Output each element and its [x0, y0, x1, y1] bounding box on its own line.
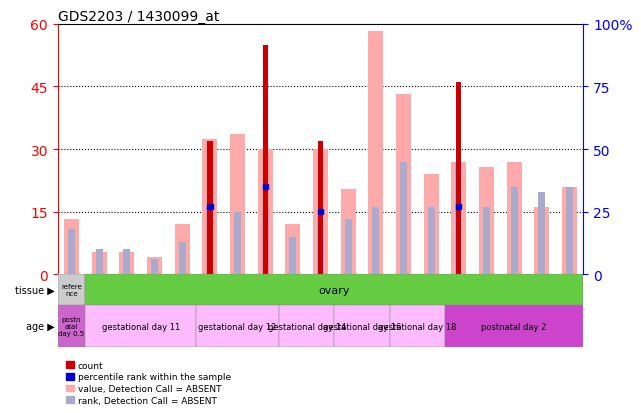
- Bar: [390, 306, 445, 347]
- Bar: [445, 306, 583, 347]
- Bar: [207, 141, 213, 275]
- Bar: [258, 150, 273, 275]
- Bar: [263, 45, 268, 275]
- Bar: [400, 162, 407, 275]
- Bar: [456, 205, 462, 210]
- Bar: [58, 275, 85, 306]
- Bar: [456, 83, 462, 275]
- Bar: [345, 220, 351, 275]
- Bar: [263, 185, 268, 190]
- Bar: [318, 141, 323, 275]
- Bar: [196, 306, 279, 347]
- Bar: [511, 187, 517, 275]
- Bar: [124, 249, 130, 275]
- Bar: [58, 306, 85, 347]
- Bar: [174, 225, 190, 275]
- Text: gestational day 14: gestational day 14: [267, 322, 345, 331]
- Bar: [317, 220, 324, 275]
- Bar: [147, 257, 162, 275]
- Bar: [313, 150, 328, 275]
- Text: gestational day 16: gestational day 16: [323, 322, 401, 331]
- Bar: [64, 220, 79, 275]
- Text: GDS2203 / 1430099_at: GDS2203 / 1430099_at: [58, 10, 219, 24]
- Bar: [372, 207, 379, 275]
- Bar: [483, 207, 490, 275]
- Bar: [92, 252, 107, 275]
- Bar: [151, 260, 158, 275]
- Bar: [340, 190, 356, 275]
- Bar: [279, 306, 335, 347]
- Bar: [96, 249, 103, 275]
- Text: refere
nce: refere nce: [61, 284, 82, 297]
- Bar: [179, 242, 186, 275]
- Bar: [455, 162, 462, 275]
- Text: age ▶: age ▶: [26, 321, 54, 331]
- Bar: [206, 207, 213, 275]
- Bar: [85, 306, 196, 347]
- Bar: [234, 212, 241, 275]
- Bar: [506, 162, 522, 275]
- Bar: [230, 135, 245, 275]
- Bar: [290, 237, 296, 275]
- Bar: [262, 212, 269, 275]
- Bar: [285, 225, 301, 275]
- Bar: [566, 187, 573, 275]
- Text: tissue ▶: tissue ▶: [15, 285, 54, 295]
- Bar: [396, 95, 411, 275]
- Text: postn
atal
day 0.5: postn atal day 0.5: [58, 316, 85, 336]
- Bar: [68, 230, 75, 275]
- Bar: [424, 175, 439, 275]
- Bar: [479, 167, 494, 275]
- Bar: [451, 162, 467, 275]
- Bar: [207, 205, 213, 210]
- Legend: count, percentile rank within the sample, value, Detection Call = ABSENT, rank, : count, percentile rank within the sample…: [62, 357, 235, 408]
- Text: gestational day 11: gestational day 11: [101, 322, 180, 331]
- Bar: [335, 306, 390, 347]
- Bar: [534, 207, 549, 275]
- Text: gestational day 12: gestational day 12: [198, 322, 277, 331]
- Text: postnatal day 2: postnatal day 2: [481, 322, 547, 331]
- Bar: [318, 210, 323, 215]
- Bar: [368, 32, 383, 275]
- Bar: [428, 207, 435, 275]
- Bar: [562, 187, 577, 275]
- Bar: [203, 140, 217, 275]
- Text: gestational day 18: gestational day 18: [378, 322, 456, 331]
- Text: ovary: ovary: [319, 285, 350, 295]
- Bar: [538, 192, 545, 275]
- Bar: [119, 252, 135, 275]
